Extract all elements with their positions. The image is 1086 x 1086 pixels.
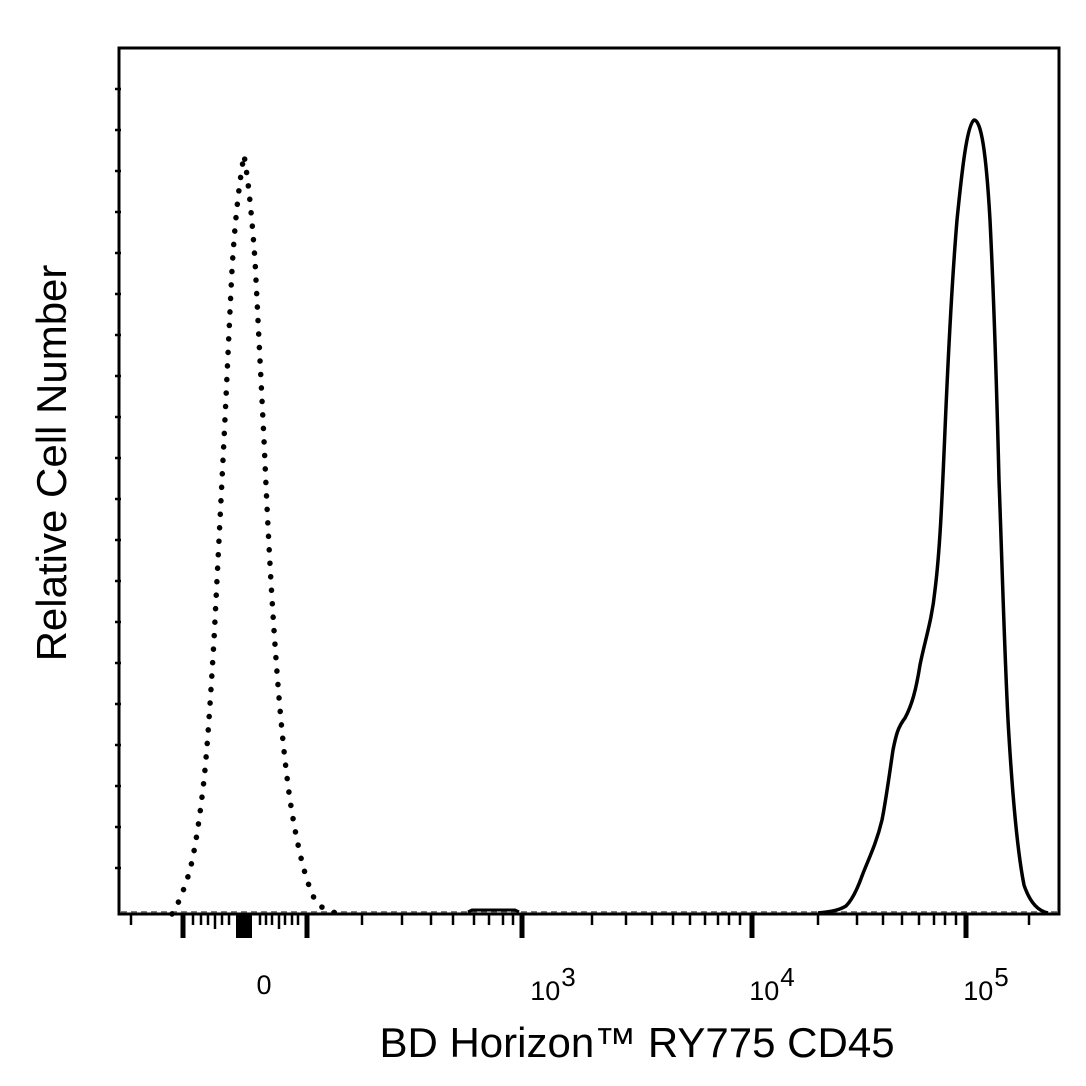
x-tick-label-1e5: 105 <box>963 962 1009 1006</box>
control-histogram-dotted <box>169 154 348 917</box>
x-tick-label-1e4: 104 <box>749 962 795 1006</box>
x-axis-ticks <box>129 914 1031 938</box>
plot-frame <box>117 46 1061 916</box>
y-axis-title: Relative Cell Number <box>28 264 75 662</box>
minor-bump <box>467 908 520 914</box>
y-axis-ticks <box>115 87 121 870</box>
x-tick-label-1e3: 103 <box>530 962 576 1006</box>
cd45-histogram-solid <box>817 118 1049 915</box>
x-tick-label-0: 0 <box>256 970 272 1000</box>
x-axis-title: BD Horizon™ RY775 CD45 <box>379 1019 895 1066</box>
